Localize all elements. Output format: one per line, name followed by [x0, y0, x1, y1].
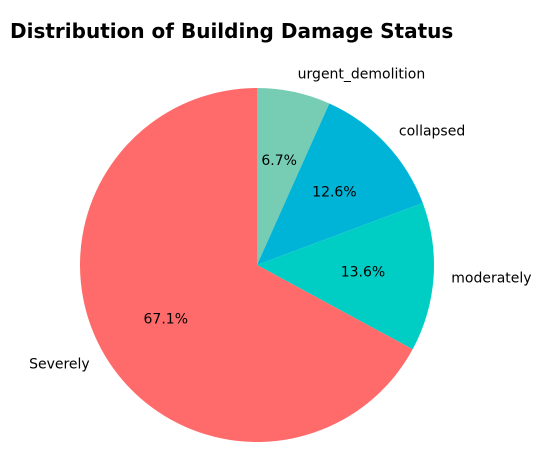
pct-label: 6.7% — [261, 153, 297, 169]
slice-label: urgent_demolition — [298, 67, 426, 83]
slice-label: moderately — [451, 270, 531, 286]
slice-label: collapsed — [399, 124, 465, 140]
pie-slice — [257, 202, 434, 350]
chart-title: Distribution of Building Damage Status — [10, 19, 453, 43]
pie-slice — [79, 88, 413, 442]
pie-slice — [257, 88, 330, 265]
pct-label: 67.1% — [144, 311, 188, 327]
pct-label: 12.6% — [312, 184, 356, 200]
pie-slice — [257, 103, 423, 266]
pct-label: 13.6% — [341, 264, 385, 280]
slice-label: Severely — [29, 357, 90, 373]
